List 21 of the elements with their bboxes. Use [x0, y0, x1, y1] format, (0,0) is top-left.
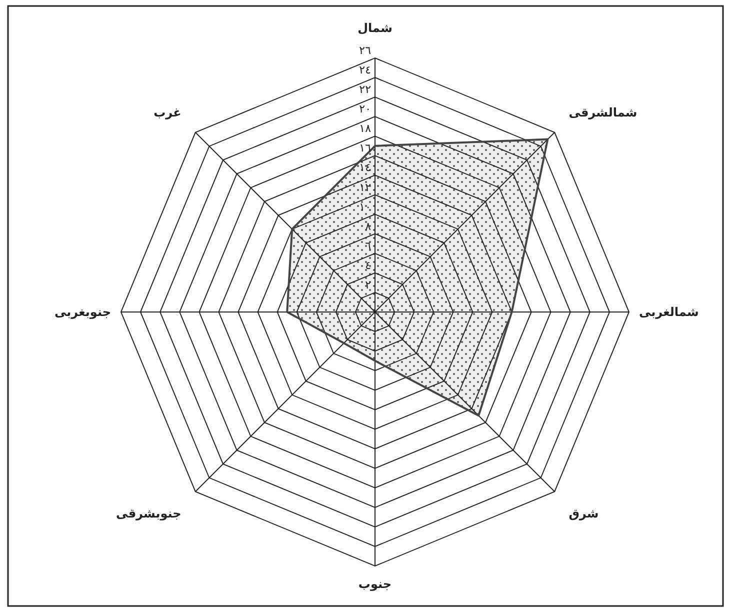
y-tick-label: ٢٤: [359, 64, 372, 77]
spoke-label: شمالشرقی: [568, 105, 638, 120]
y-tick-label: ٦: [365, 239, 372, 252]
spoke-label: شرق: [568, 506, 599, 521]
y-tick-label: ١٤: [359, 161, 372, 174]
y-tick-label: ٢: [365, 278, 372, 292]
y-tick-label: ١٦: [359, 142, 372, 155]
y-tick-label: ٨: [365, 220, 372, 233]
y-tick-label: ١٨: [359, 122, 372, 136]
y-tick-label: ٢٦: [359, 44, 372, 57]
spoke-label: جنوبغربی: [54, 305, 111, 319]
spoke-label: جنوبشرقی: [116, 506, 182, 521]
y-tick-label: ١٠: [359, 200, 371, 214]
spoke-label: جنوب: [358, 577, 392, 591]
spoke-label: شمال: [358, 21, 392, 35]
spoke-label: شمالغربی: [639, 305, 699, 319]
y-tick-label: ٤: [365, 258, 372, 272]
spoke-label: غرب: [154, 105, 182, 120]
y-tick-label: ٢٢: [359, 83, 372, 96]
y-tick-label: ٢٠: [359, 102, 371, 116]
y-tick-label: ١٢: [359, 180, 372, 194]
